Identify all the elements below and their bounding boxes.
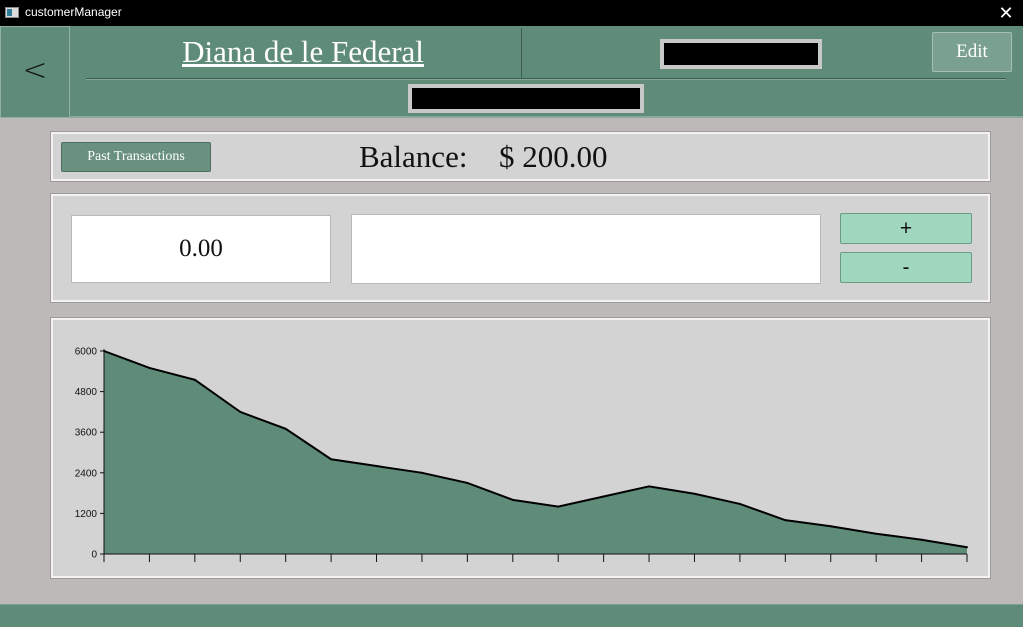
data-point <box>966 546 968 549</box>
data-point <box>557 505 560 508</box>
data-point <box>602 495 605 498</box>
data-point <box>466 481 469 484</box>
data-point <box>784 519 787 522</box>
redacted-field-top <box>660 39 822 69</box>
series-line <box>103 350 968 549</box>
data-point <box>829 525 832 528</box>
balance-label: Balance: <box>359 139 468 174</box>
data-point <box>375 465 378 468</box>
data-point <box>920 538 923 541</box>
redacted-field-bottom <box>408 84 644 113</box>
memo-input[interactable] <box>351 214 821 284</box>
data-point <box>193 378 196 381</box>
add-amount-button[interactable]: + <box>840 213 972 244</box>
customer-name-link[interactable]: Diana de le Federal <box>182 34 424 69</box>
footer-bar <box>0 604 1023 627</box>
edit-button[interactable]: Edit <box>932 32 1012 72</box>
balance-history-chart: 0 1200 2400 3600 4800 6000 <box>75 347 968 562</box>
y-tick-label: 3600 <box>75 428 98 439</box>
header-rule-highlight <box>86 79 1006 80</box>
data-point <box>648 485 651 488</box>
y-tick-label: 1200 <box>75 509 98 520</box>
data-point <box>875 532 878 535</box>
back-button[interactable]: < <box>0 26 70 118</box>
data-point <box>330 458 333 461</box>
window-titlebar: customerManager ✕ <box>0 0 1023 26</box>
data-point <box>693 492 696 495</box>
balance-value: $ 200.00 <box>499 139 608 174</box>
window-title: customerManager <box>25 5 122 19</box>
y-tick-label: 0 <box>91 550 97 561</box>
past-transactions-button[interactable]: Past Transactions <box>61 142 211 172</box>
y-tick-label: 6000 <box>75 347 98 358</box>
close-icon[interactable]: ✕ <box>998 3 1014 23</box>
subtract-amount-button[interactable]: - <box>840 252 972 283</box>
data-point <box>511 498 514 501</box>
amount-input[interactable]: 0.00 <box>71 215 331 283</box>
y-tick-label: 2400 <box>75 468 98 479</box>
transaction-entry-panel: 0.00 + - <box>50 193 991 303</box>
data-point <box>148 366 151 369</box>
data-point <box>738 502 741 505</box>
data-point <box>284 427 287 430</box>
header-divider <box>521 28 522 78</box>
header-rule <box>86 78 1006 79</box>
data-point <box>420 471 423 474</box>
customer-header: < Diana de le Federal Edit <box>0 26 1023 118</box>
balance-panel: Past Transactions Balance: $ 200.00 <box>50 131 991 182</box>
y-tick-label: 4800 <box>75 387 98 398</box>
balance-history-chart-panel: 0 1200 2400 3600 4800 6000 <box>50 317 991 579</box>
data-point <box>239 410 242 413</box>
series-area <box>104 351 967 554</box>
app-icon <box>5 7 19 18</box>
